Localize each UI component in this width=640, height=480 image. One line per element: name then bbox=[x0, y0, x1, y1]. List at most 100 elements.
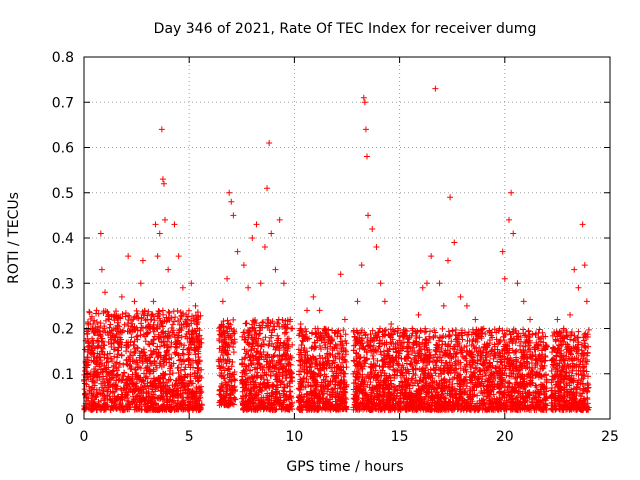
data-point bbox=[152, 388, 159, 395]
data-point bbox=[339, 359, 346, 366]
data-point bbox=[180, 405, 187, 412]
data-point bbox=[140, 325, 147, 332]
data-point bbox=[112, 385, 119, 392]
data-point bbox=[219, 352, 226, 359]
data-point bbox=[126, 353, 133, 360]
data-point bbox=[84, 328, 91, 335]
data-point bbox=[168, 325, 175, 332]
data-point bbox=[170, 308, 177, 315]
data-point bbox=[171, 318, 178, 325]
data-point bbox=[149, 404, 156, 411]
data-point bbox=[194, 378, 201, 385]
data-point bbox=[196, 343, 203, 350]
data-point bbox=[108, 355, 115, 362]
data-point bbox=[169, 321, 176, 328]
data-point bbox=[240, 398, 247, 405]
data-point bbox=[227, 334, 234, 341]
data-point bbox=[218, 394, 225, 401]
data-point bbox=[260, 372, 267, 379]
data-point bbox=[198, 389, 205, 396]
data-point bbox=[150, 406, 157, 413]
data-point bbox=[289, 325, 296, 332]
data-point bbox=[101, 323, 108, 330]
data-point bbox=[131, 388, 138, 395]
data-point bbox=[177, 309, 184, 316]
data-point bbox=[115, 394, 122, 401]
data-point bbox=[187, 371, 194, 378]
data-point bbox=[215, 356, 222, 363]
data-point bbox=[119, 391, 126, 398]
data-point bbox=[228, 363, 235, 370]
data-point bbox=[264, 323, 271, 330]
data-point bbox=[217, 324, 224, 331]
data-point bbox=[272, 376, 279, 383]
data-point bbox=[218, 321, 225, 328]
data-point bbox=[140, 376, 147, 383]
data-point bbox=[192, 357, 199, 364]
data-point bbox=[317, 346, 324, 353]
data-point bbox=[90, 320, 97, 327]
data-point bbox=[222, 347, 229, 354]
data-point bbox=[268, 393, 275, 400]
data-point bbox=[165, 308, 172, 315]
data-point bbox=[123, 344, 130, 351]
data-point bbox=[253, 320, 260, 327]
data-point bbox=[84, 318, 91, 325]
data-point bbox=[230, 371, 237, 378]
data-point bbox=[192, 399, 199, 406]
data-point bbox=[84, 348, 91, 355]
data-point bbox=[187, 400, 194, 407]
data-point bbox=[157, 372, 164, 379]
data-point bbox=[98, 344, 105, 351]
data-point bbox=[246, 354, 253, 361]
data-point bbox=[250, 373, 257, 380]
data-point bbox=[271, 326, 278, 333]
data-point bbox=[251, 345, 258, 352]
data-point bbox=[156, 406, 163, 413]
data-point bbox=[182, 371, 189, 378]
data-point bbox=[137, 376, 144, 383]
data-point bbox=[216, 362, 223, 369]
data-point bbox=[114, 347, 121, 354]
data-point bbox=[231, 339, 238, 346]
data-point bbox=[334, 350, 341, 357]
data-point bbox=[275, 400, 282, 407]
data-point bbox=[134, 333, 141, 340]
data-point bbox=[188, 317, 195, 324]
data-point bbox=[104, 379, 111, 386]
data-point bbox=[141, 310, 148, 317]
data-point bbox=[166, 309, 173, 316]
data-point bbox=[97, 354, 104, 361]
data-point bbox=[185, 313, 192, 320]
data-point bbox=[114, 372, 121, 379]
data-point bbox=[145, 390, 152, 397]
data-point bbox=[228, 376, 235, 383]
data-point bbox=[230, 326, 237, 333]
data-point bbox=[154, 354, 161, 361]
data-point bbox=[259, 402, 266, 409]
data-point bbox=[245, 375, 252, 382]
data-point bbox=[257, 374, 264, 381]
data-point bbox=[140, 378, 147, 385]
data-point bbox=[147, 379, 154, 386]
data-point bbox=[156, 380, 163, 387]
data-point bbox=[178, 341, 185, 348]
data-point bbox=[256, 350, 263, 357]
data-point bbox=[169, 370, 176, 377]
data-point bbox=[120, 406, 127, 413]
data-point bbox=[226, 356, 233, 363]
data-point bbox=[95, 310, 102, 317]
data-point bbox=[221, 367, 228, 374]
data-point bbox=[166, 343, 173, 350]
data-point bbox=[264, 377, 271, 384]
data-point bbox=[94, 343, 101, 350]
data-point bbox=[151, 326, 158, 333]
data-point bbox=[116, 360, 123, 367]
data-point bbox=[142, 338, 149, 345]
data-point bbox=[225, 397, 232, 404]
data-point bbox=[118, 352, 125, 359]
data-point bbox=[272, 389, 279, 396]
data-point bbox=[98, 397, 105, 404]
data-point bbox=[244, 399, 251, 406]
data-point bbox=[285, 395, 292, 402]
